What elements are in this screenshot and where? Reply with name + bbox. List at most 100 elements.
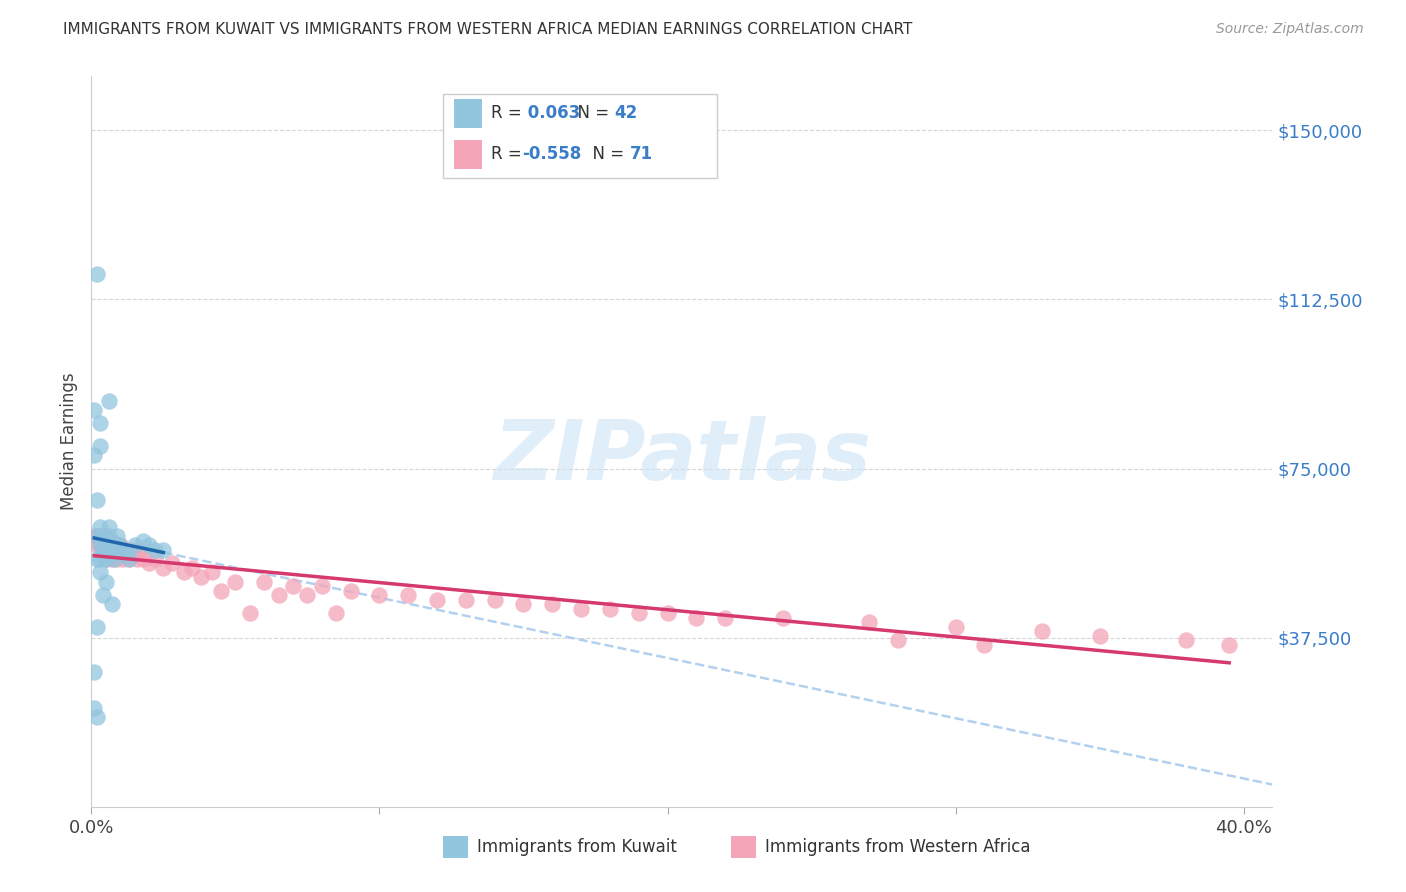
Point — [91, 548, 114, 562]
Point — [152, 542, 174, 557]
Point — [100, 597, 122, 611]
Point — [89, 538, 111, 552]
Point — [190, 570, 212, 584]
Point — [973, 638, 995, 652]
Text: Immigrants from Kuwait: Immigrants from Kuwait — [477, 838, 676, 856]
Point — [91, 542, 114, 557]
Point — [100, 548, 122, 562]
Point — [97, 542, 120, 557]
Point — [224, 574, 246, 589]
Point — [599, 601, 621, 615]
Point — [94, 552, 117, 566]
Point — [132, 533, 155, 548]
Point — [657, 606, 679, 620]
Point — [105, 529, 128, 543]
Point — [138, 538, 160, 552]
Point — [89, 538, 111, 552]
Point — [89, 520, 111, 534]
Text: N =: N = — [567, 104, 614, 122]
Text: -0.558: -0.558 — [522, 145, 581, 163]
Point — [91, 538, 114, 552]
Point — [105, 542, 128, 557]
Point — [858, 615, 880, 629]
Point — [103, 552, 125, 566]
Point — [152, 561, 174, 575]
Point — [94, 538, 117, 552]
Text: Source: ZipAtlas.com: Source: ZipAtlas.com — [1216, 22, 1364, 37]
Point — [97, 548, 120, 562]
Point — [118, 552, 141, 566]
Point — [100, 538, 122, 552]
Point — [86, 710, 108, 724]
Point — [86, 529, 108, 543]
Point — [97, 538, 120, 552]
Point — [83, 529, 105, 543]
Point — [105, 552, 128, 566]
Point — [201, 566, 224, 580]
Text: R =: R = — [491, 145, 527, 163]
Point — [112, 552, 135, 566]
Point — [160, 557, 183, 571]
Point — [143, 542, 166, 557]
Point — [112, 542, 135, 557]
Point — [253, 574, 276, 589]
Point — [86, 538, 108, 552]
Y-axis label: Median Earnings: Median Earnings — [59, 373, 77, 510]
Point — [714, 610, 737, 624]
Point — [569, 601, 592, 615]
Point — [91, 529, 114, 543]
Point — [685, 610, 707, 624]
Point — [311, 579, 333, 593]
Point — [173, 566, 195, 580]
Point — [118, 552, 141, 566]
Point — [138, 557, 160, 571]
Point — [512, 597, 534, 611]
Point — [94, 552, 117, 566]
Point — [772, 610, 794, 624]
Point — [83, 448, 105, 462]
Point — [103, 538, 125, 552]
Point — [484, 592, 506, 607]
Point — [86, 529, 108, 543]
Point — [541, 597, 564, 611]
Point — [368, 588, 391, 602]
Point — [124, 538, 146, 552]
Point — [97, 520, 120, 534]
Point — [209, 583, 232, 598]
Point — [115, 548, 138, 562]
Point — [426, 592, 449, 607]
Point — [108, 548, 131, 562]
Point — [94, 542, 117, 557]
Point — [945, 620, 967, 634]
Point — [86, 493, 108, 508]
Text: 0.063: 0.063 — [522, 104, 579, 122]
Point — [127, 552, 149, 566]
Point — [108, 538, 131, 552]
Point — [94, 574, 117, 589]
Point — [339, 583, 361, 598]
Text: IMMIGRANTS FROM KUWAIT VS IMMIGRANTS FROM WESTERN AFRICA MEDIAN EARNINGS CORRELA: IMMIGRANTS FROM KUWAIT VS IMMIGRANTS FRO… — [63, 22, 912, 37]
Point — [91, 588, 114, 602]
Point — [239, 606, 262, 620]
Point — [396, 588, 419, 602]
Point — [297, 588, 319, 602]
Point — [94, 529, 117, 543]
Point — [887, 633, 910, 648]
Point — [89, 566, 111, 580]
Point — [281, 579, 304, 593]
Point — [103, 548, 125, 562]
Point — [97, 393, 120, 408]
Point — [100, 552, 122, 566]
Text: R =: R = — [491, 104, 527, 122]
Text: 71: 71 — [630, 145, 652, 163]
Point — [267, 588, 290, 602]
Point — [1088, 629, 1111, 643]
Point — [108, 538, 131, 552]
Point — [325, 606, 347, 620]
Point — [83, 665, 105, 679]
Point — [627, 606, 650, 620]
Point — [86, 552, 108, 566]
Point — [89, 417, 111, 431]
Point — [97, 529, 120, 543]
Text: 42: 42 — [614, 104, 638, 122]
